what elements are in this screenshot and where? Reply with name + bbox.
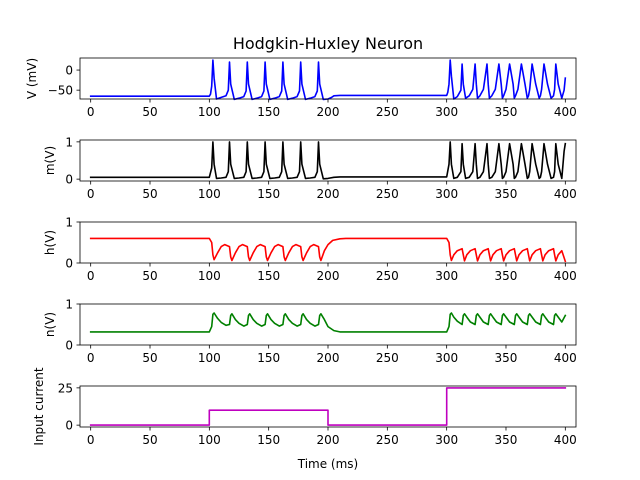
- input-current-line: [89, 387, 567, 426]
- h-gate-xtick-label: 100: [198, 269, 221, 283]
- voltage-xtick-label: 250: [376, 105, 399, 119]
- input-current-xtick-label: 400: [554, 433, 577, 447]
- m-gate-xtick-label: 0: [87, 187, 95, 201]
- m-gate-y-axis-label: m(V): [43, 146, 57, 175]
- m-gate-ytick-label: 0: [65, 173, 73, 187]
- input-current-xtick-label: 200: [317, 433, 340, 447]
- n-gate-ytick-label: 0: [65, 339, 73, 353]
- n-gate-panel: 0 50 100 150 200 250 300 350 400 0 1 n(V): [43, 298, 577, 366]
- h-gate-panel: 0 50 100 150 200 250 300 350 400 0 1 h(V): [43, 216, 577, 284]
- input-current-xtick-label: 300: [435, 433, 458, 447]
- n-gate-line: [89, 312, 567, 333]
- h-gate-xtick-label: 50: [142, 269, 157, 283]
- h-gate-ytick-label: 1: [65, 216, 73, 230]
- figure-title: Hodgkin-Huxley Neuron: [233, 34, 423, 53]
- input-current-xtick-label: 150: [257, 433, 280, 447]
- m-gate-xtick-label: 400: [554, 187, 577, 201]
- n-gate-xtick-label: 0: [87, 351, 95, 365]
- m-gate-xtick-label: 150: [257, 187, 280, 201]
- voltage-panel: 0 50 100 150 200 250 300 350 400 0 −50 V (mV): [25, 57, 577, 119]
- h-gate-ytick-label: 0: [65, 257, 73, 271]
- h-gate-xtick-label: 300: [435, 269, 458, 283]
- n-gate-y-axis-label: n(V): [43, 312, 57, 337]
- voltage-xtick-label: 50: [142, 105, 157, 119]
- voltage-xtick-label: 150: [257, 105, 280, 119]
- n-gate-xtick-label: 200: [317, 351, 340, 365]
- m-gate-line: [89, 141, 567, 180]
- voltage-xtick-label: 350: [495, 105, 518, 119]
- n-gate-xtick-label: 50: [142, 351, 157, 365]
- voltage-xtick-label: 100: [198, 105, 221, 119]
- input-current-panel: 0 50 100 150 200 250 300 350 400 0 25 Input current: [32, 367, 577, 447]
- h-gate-line: [89, 237, 567, 263]
- voltage-ytick-label: −50: [48, 84, 73, 98]
- h-gate-xtick-label: 250: [376, 269, 399, 283]
- input-current-y-axis-label: Input current: [32, 367, 46, 445]
- h-gate-y-axis-label: h(V): [43, 230, 57, 255]
- h-gate-xtick-label: 200: [317, 269, 340, 283]
- m-gate-xtick-label: 350: [495, 187, 518, 201]
- input-current-xtick-label: 350: [495, 433, 518, 447]
- n-gate-xtick-label: 400: [554, 351, 577, 365]
- voltage-y-axis-label: V (mV): [25, 58, 39, 99]
- n-gate-xtick-label: 300: [435, 351, 458, 365]
- h-gate-xtick-label: 150: [257, 269, 280, 283]
- voltage-line: [89, 59, 567, 101]
- n-gate-xtick-label: 250: [376, 351, 399, 365]
- h-gate-xtick-label: 350: [495, 269, 518, 283]
- input-current-xtick-label: 100: [198, 433, 221, 447]
- m-gate-xtick-label: 100: [198, 187, 221, 201]
- voltage-ytick-label: 0: [65, 64, 73, 78]
- n-gate-xtick-label: 150: [257, 351, 280, 365]
- voltage-xtick-label: 200: [317, 105, 340, 119]
- n-gate-ytick-label: 1: [65, 298, 73, 312]
- input-current-ytick-label: 25: [58, 381, 73, 395]
- h-gate-xtick-label: 400: [554, 269, 577, 283]
- voltage-xtick-label: 300: [435, 105, 458, 119]
- m-gate-xtick-label: 200: [317, 187, 340, 201]
- h-gate-axes-frame: [79, 221, 577, 264]
- h-gate-xtick-label: 0: [87, 269, 95, 283]
- m-gate-panel: 0 50 100 150 200 250 300 350 400 0 1 m(V): [43, 135, 577, 201]
- m-gate-xtick-label: 50: [142, 187, 157, 201]
- input-current-xtick-label: 0: [87, 433, 95, 447]
- voltage-xtick-label: 0: [87, 105, 95, 119]
- n-gate-xtick-label: 100: [198, 351, 221, 365]
- n-gate-xtick-label: 350: [495, 351, 518, 365]
- x-axis-label: Time (ms): [297, 457, 359, 471]
- voltage-xtick-label: 400: [554, 105, 577, 119]
- input-current-xtick-label: 50: [142, 433, 157, 447]
- m-gate-ytick-label: 1: [65, 135, 73, 149]
- input-current-xtick-label: 250: [376, 433, 399, 447]
- input-current-ytick-label: 0: [65, 419, 73, 433]
- m-gate-xtick-label: 250: [376, 187, 399, 201]
- m-gate-xtick-label: 300: [435, 187, 458, 201]
